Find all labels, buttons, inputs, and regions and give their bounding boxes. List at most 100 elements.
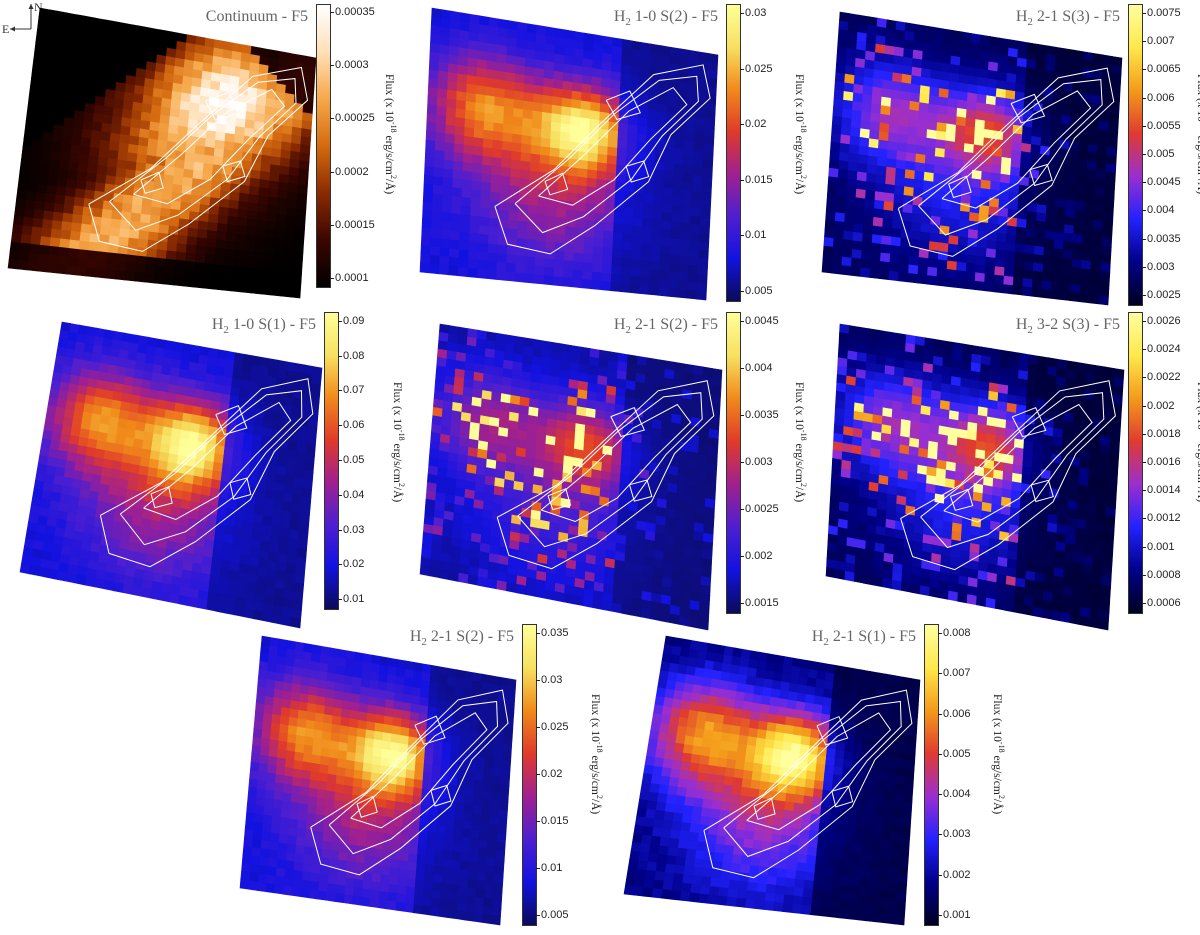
map-pixel	[701, 549, 713, 562]
map-pixel	[872, 576, 884, 588]
map-pixel	[76, 445, 88, 456]
map-pixel	[239, 184, 251, 195]
map-pixel	[1092, 69, 1103, 81]
map-pixel	[518, 550, 529, 562]
map-pixel	[462, 170, 473, 182]
map-pixel	[634, 183, 645, 195]
map-pixel	[79, 145, 91, 157]
map-pixel	[908, 454, 919, 466]
map-pixel	[1006, 225, 1018, 236]
map-pixel	[833, 229, 845, 240]
map-pixel	[836, 543, 848, 555]
map-pixel	[183, 269, 195, 280]
map-pixel	[255, 487, 267, 499]
map-pixel	[110, 468, 122, 480]
map-pixel	[683, 148, 695, 159]
map-pixel	[874, 43, 886, 55]
map-pixel	[135, 560, 147, 572]
map-pixel	[1032, 110, 1044, 122]
map-pixel	[659, 53, 671, 65]
map-pixel	[463, 144, 475, 156]
map-pixel	[923, 345, 935, 357]
map-pixel	[244, 511, 255, 523]
map-pixel	[515, 455, 526, 467]
map-pixel	[845, 384, 856, 395]
map-pixel	[543, 69, 555, 80]
map-pixel	[149, 121, 161, 132]
map-pixel	[861, 437, 873, 449]
map-pixel	[159, 521, 170, 533]
map-pixel	[641, 434, 652, 446]
map-pixel	[873, 199, 885, 211]
map-pixel	[878, 474, 889, 486]
map-pixel	[294, 86, 305, 97]
map-pixel	[568, 370, 580, 382]
map-pixel	[1024, 244, 1036, 255]
map-pixel	[576, 406, 587, 417]
map-pixel	[531, 119, 543, 130]
map-pixel	[588, 511, 600, 523]
map-pixel	[230, 67, 241, 78]
map-pixel	[1024, 236, 1036, 247]
map-pixel	[292, 118, 303, 129]
map-pixel	[212, 272, 224, 283]
map-pixel	[555, 428, 567, 440]
map-pixel	[948, 410, 960, 421]
map-pixel	[429, 255, 441, 266]
map-pixel	[940, 383, 952, 394]
map-pixel	[1099, 104, 1111, 115]
map-pixel	[583, 588, 595, 600]
map-pixel	[685, 115, 697, 127]
map-pixel	[138, 42, 150, 54]
map-pixel	[880, 432, 892, 444]
map-pixel	[150, 206, 162, 217]
map-pixel	[255, 104, 266, 115]
colorbar-tick-label: 0.003	[740, 456, 773, 468]
map-pixel	[905, 160, 916, 172]
map-pixel	[145, 154, 157, 166]
map-pixel	[570, 353, 581, 365]
map-pixel	[514, 463, 526, 475]
map-pixel	[249, 459, 260, 471]
map-pixel	[91, 216, 103, 227]
map-pixel	[1054, 55, 1066, 66]
map-pixel	[594, 204, 606, 215]
map-pixel	[885, 175, 896, 186]
map-pixel	[244, 119, 256, 130]
map-pixel	[457, 326, 469, 338]
map-pixel	[505, 71, 516, 83]
map-pixel	[698, 619, 709, 631]
map-pixel	[174, 57, 186, 69]
map-pixel	[21, 225, 33, 236]
map-pixel	[516, 38, 527, 50]
map-pixel	[48, 560, 61, 572]
map-pixel	[639, 75, 651, 86]
map-pixel	[1026, 211, 1038, 222]
map-pixel	[912, 58, 923, 69]
map-pixel	[512, 116, 524, 128]
map-pixel	[254, 592, 266, 604]
map-pixel	[1058, 156, 1069, 167]
map-pixel	[447, 80, 458, 92]
map-pixel	[172, 175, 184, 186]
map-pixel	[1071, 99, 1082, 111]
map-pixel	[146, 248, 158, 259]
contour-line	[918, 79, 1103, 236]
map-pixel	[1022, 126, 1033, 137]
map-pixel	[646, 513, 657, 525]
map-pixel	[141, 196, 153, 208]
map-pixel	[272, 131, 283, 143]
map-pixel	[273, 403, 284, 414]
map-pixel	[884, 45, 896, 56]
map-pixel	[611, 248, 623, 259]
map-pixel	[544, 589, 556, 601]
map-pixel	[168, 225, 180, 236]
map-pixel	[276, 561, 288, 573]
map-pixel	[697, 461, 708, 473]
map-pixel	[630, 57, 642, 68]
map-pixel	[245, 406, 257, 418]
map-pixel	[935, 476, 947, 488]
map-pixel	[297, 539, 308, 551]
map-pixel	[861, 93, 873, 105]
map-pixel	[262, 611, 274, 623]
